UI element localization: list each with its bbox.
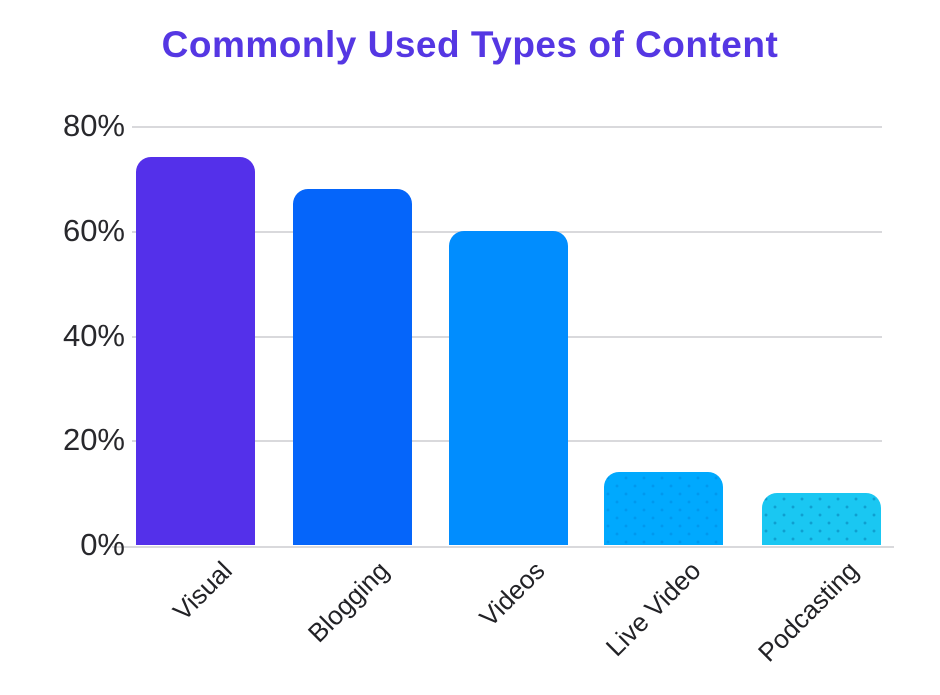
x-category-label-podcasting: Podcasting xyxy=(751,555,865,668)
bar-visual xyxy=(136,157,255,545)
bar-live-video xyxy=(604,471,723,545)
x-category-label-live-video: Live Video xyxy=(599,555,707,663)
bar-videos xyxy=(449,230,568,545)
x-category-label-videos: Videos xyxy=(473,555,552,633)
y-tick-label-60: 60% xyxy=(62,212,125,248)
x-axis-baseline xyxy=(112,545,894,548)
y-tick-label-20: 20% xyxy=(62,422,125,458)
x-category-label-blogging: Blogging xyxy=(302,555,396,649)
chart-title: Commonly Used Types of Content xyxy=(161,24,779,65)
bar-podcasting xyxy=(762,492,881,545)
y-tick-label-80: 80% xyxy=(62,107,125,143)
y-tick-label-40: 40% xyxy=(62,317,125,353)
bar-blogging xyxy=(293,188,412,545)
gridline-80 xyxy=(132,126,882,128)
y-tick-label-0: 0% xyxy=(80,526,125,562)
x-category-label-visual: Visual xyxy=(167,555,239,627)
